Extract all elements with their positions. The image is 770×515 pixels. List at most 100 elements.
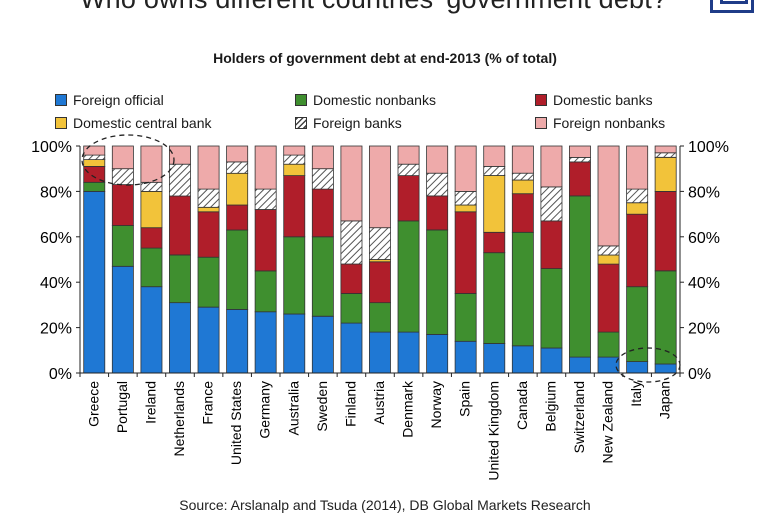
y-tick-label-right: 0% <box>688 366 711 383</box>
bar-segment-domestic_banks <box>168 195 191 256</box>
bar-segment-foreign_official <box>569 356 591 374</box>
x-tick-label: New Zealand <box>600 381 616 464</box>
bar-segment-domestic_central_bank <box>197 206 220 213</box>
bar-segment-foreign_banks <box>540 186 563 222</box>
bar-segment-domestic_banks <box>368 261 391 304</box>
y-tick-label-left: 20% <box>40 321 72 338</box>
x-tick-label: Belgium <box>542 381 558 432</box>
legend-item-foreign-banks: Foreign banks <box>295 115 402 131</box>
bar-segment-foreign_banks <box>226 161 249 174</box>
bar-segment-foreign_banks <box>254 188 277 210</box>
axes-layer: Greece Portugal Ireland Netherlands France Un… <box>31 139 729 481</box>
bar-segment-domestic_nonbanks <box>83 181 106 192</box>
bars-layer <box>83 145 677 374</box>
annotation-ellipse-japan <box>615 347 681 383</box>
legend-item-domestic-nonbanks: Domestic nonbanks <box>295 92 436 108</box>
bar-segment-foreign_banks <box>197 188 220 208</box>
bar-segment-foreign_nonbanks <box>254 145 277 190</box>
chart-legend: Foreign official Domestic nonbanks Domes… <box>55 92 695 134</box>
legend-swatch-foreign-nonbanks <box>535 117 547 129</box>
x-tick-label: Finland <box>342 381 358 427</box>
bar-segment-foreign_nonbanks <box>540 145 563 188</box>
bar-segment-foreign_banks <box>426 172 449 197</box>
bar-segment-domestic_banks <box>654 190 677 272</box>
bar-segment-domestic_nonbanks <box>168 254 191 304</box>
bar-segment-domestic_banks <box>569 161 591 197</box>
x-tick-label: Sweden <box>314 381 330 432</box>
bar-segment-foreign_nonbanks <box>283 145 306 156</box>
y-tick-label-left: 80% <box>40 184 72 201</box>
bar-segment-foreign_official <box>340 322 363 374</box>
bar-segment-foreign_nonbanks <box>197 145 220 190</box>
y-tick-label-right: 60% <box>688 230 720 247</box>
bar-segment-foreign_official <box>426 333 449 374</box>
bar-segment-foreign_official <box>454 340 477 374</box>
bar-segment-domestic_central_bank <box>454 204 477 213</box>
bar-segment-foreign_nonbanks <box>597 145 620 247</box>
x-tick-label: Canada <box>514 381 530 430</box>
bar-segment-domestic_banks <box>197 211 220 258</box>
x-tick-label: Denmark <box>400 380 416 438</box>
bar-segment-foreign_banks <box>283 154 306 165</box>
bar-segment-foreign_banks <box>111 168 134 185</box>
bar-segment-foreign_nonbanks <box>111 145 134 170</box>
bar-segment-domestic_banks <box>597 263 620 333</box>
bar-segment-domestic_central_bank <box>511 179 534 195</box>
bar-segment-domestic_nonbanks <box>340 293 363 324</box>
bar-segment-foreign_banks <box>397 163 420 176</box>
bar-segment-foreign_banks <box>511 172 534 181</box>
page-headline: Who owns different countries' government… <box>80 0 667 15</box>
legend-swatch-domestic-central-bank <box>55 117 67 129</box>
legend-swatch-domestic-banks <box>535 94 547 106</box>
y-tick-label-left: 100% <box>31 139 72 156</box>
bar-segment-foreign_banks <box>569 156 591 163</box>
bar-segment-foreign_official <box>654 363 677 374</box>
legend-swatch-domestic-nonbanks <box>295 94 307 106</box>
x-tick-label: Austria <box>371 381 387 425</box>
bar-segment-domestic_nonbanks <box>597 331 620 358</box>
db-logo-icon <box>710 0 754 13</box>
bar-segment-foreign_nonbanks <box>83 145 106 156</box>
bar-segment-foreign_nonbanks <box>569 145 591 158</box>
bar-segment-foreign_official <box>597 356 620 374</box>
bar-segment-domestic_central_bank <box>597 254 620 265</box>
bar-segment-domestic_banks <box>140 227 163 249</box>
bar-segment-domestic_nonbanks <box>540 268 563 349</box>
bar-segment-domestic_nonbanks <box>426 229 449 335</box>
y-tick-label-left: 40% <box>40 275 72 292</box>
bar-segment-domestic_nonbanks <box>368 302 391 333</box>
bar-segment-domestic_nonbanks <box>483 252 506 344</box>
legend-label: Domestic central bank <box>73 115 212 131</box>
y-tick-label-right: 40% <box>688 275 720 292</box>
y-tick-label-right: 20% <box>688 321 720 338</box>
bar-segment-foreign_nonbanks <box>483 145 506 167</box>
bar-segment-foreign_official <box>311 315 334 374</box>
bar-segment-foreign_official <box>368 331 391 374</box>
legend-label: Domestic banks <box>553 92 653 108</box>
bar-segment-foreign_nonbanks <box>397 145 420 165</box>
bar-segment-domestic_central_bank <box>226 172 249 206</box>
legend-item-domestic-banks: Domestic banks <box>535 92 653 108</box>
bar-segment-domestic_nonbanks <box>511 231 534 347</box>
bar-segment-foreign_banks <box>626 188 649 204</box>
bar-segment-domestic_banks <box>511 193 534 233</box>
bar-segment-domestic_banks <box>397 175 420 222</box>
bar-segment-foreign_banks <box>168 163 191 197</box>
legend-swatch-foreign-official <box>55 94 67 106</box>
bar-segment-foreign_official <box>540 347 563 374</box>
x-tick-label: Australia <box>285 381 301 436</box>
y-tick-label-right: 100% <box>688 139 729 156</box>
bar-segment-foreign_nonbanks <box>368 145 391 229</box>
bar-segment-domestic_banks <box>426 195 449 231</box>
bar-segment-domestic_nonbanks <box>254 270 277 313</box>
legend-item-foreign-official: Foreign official <box>55 92 164 108</box>
bar-segment-foreign_official <box>140 286 163 374</box>
bar-segment-foreign_official <box>197 306 220 374</box>
bar-segment-foreign_official <box>83 190 106 374</box>
bar-segment-domestic_nonbanks <box>654 270 677 365</box>
y-tick-label-left: 0% <box>49 366 72 383</box>
x-tick-label: Italy <box>628 381 644 407</box>
x-tick-label: France <box>200 381 216 425</box>
x-tick-label: Ireland <box>142 381 158 424</box>
